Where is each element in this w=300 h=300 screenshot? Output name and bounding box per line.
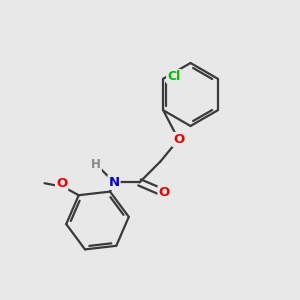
Text: N: N bbox=[108, 176, 120, 189]
Text: H: H bbox=[91, 158, 101, 171]
Text: O: O bbox=[56, 177, 67, 190]
Text: Cl: Cl bbox=[167, 70, 180, 83]
Text: O: O bbox=[158, 186, 170, 200]
Text: O: O bbox=[173, 133, 184, 146]
